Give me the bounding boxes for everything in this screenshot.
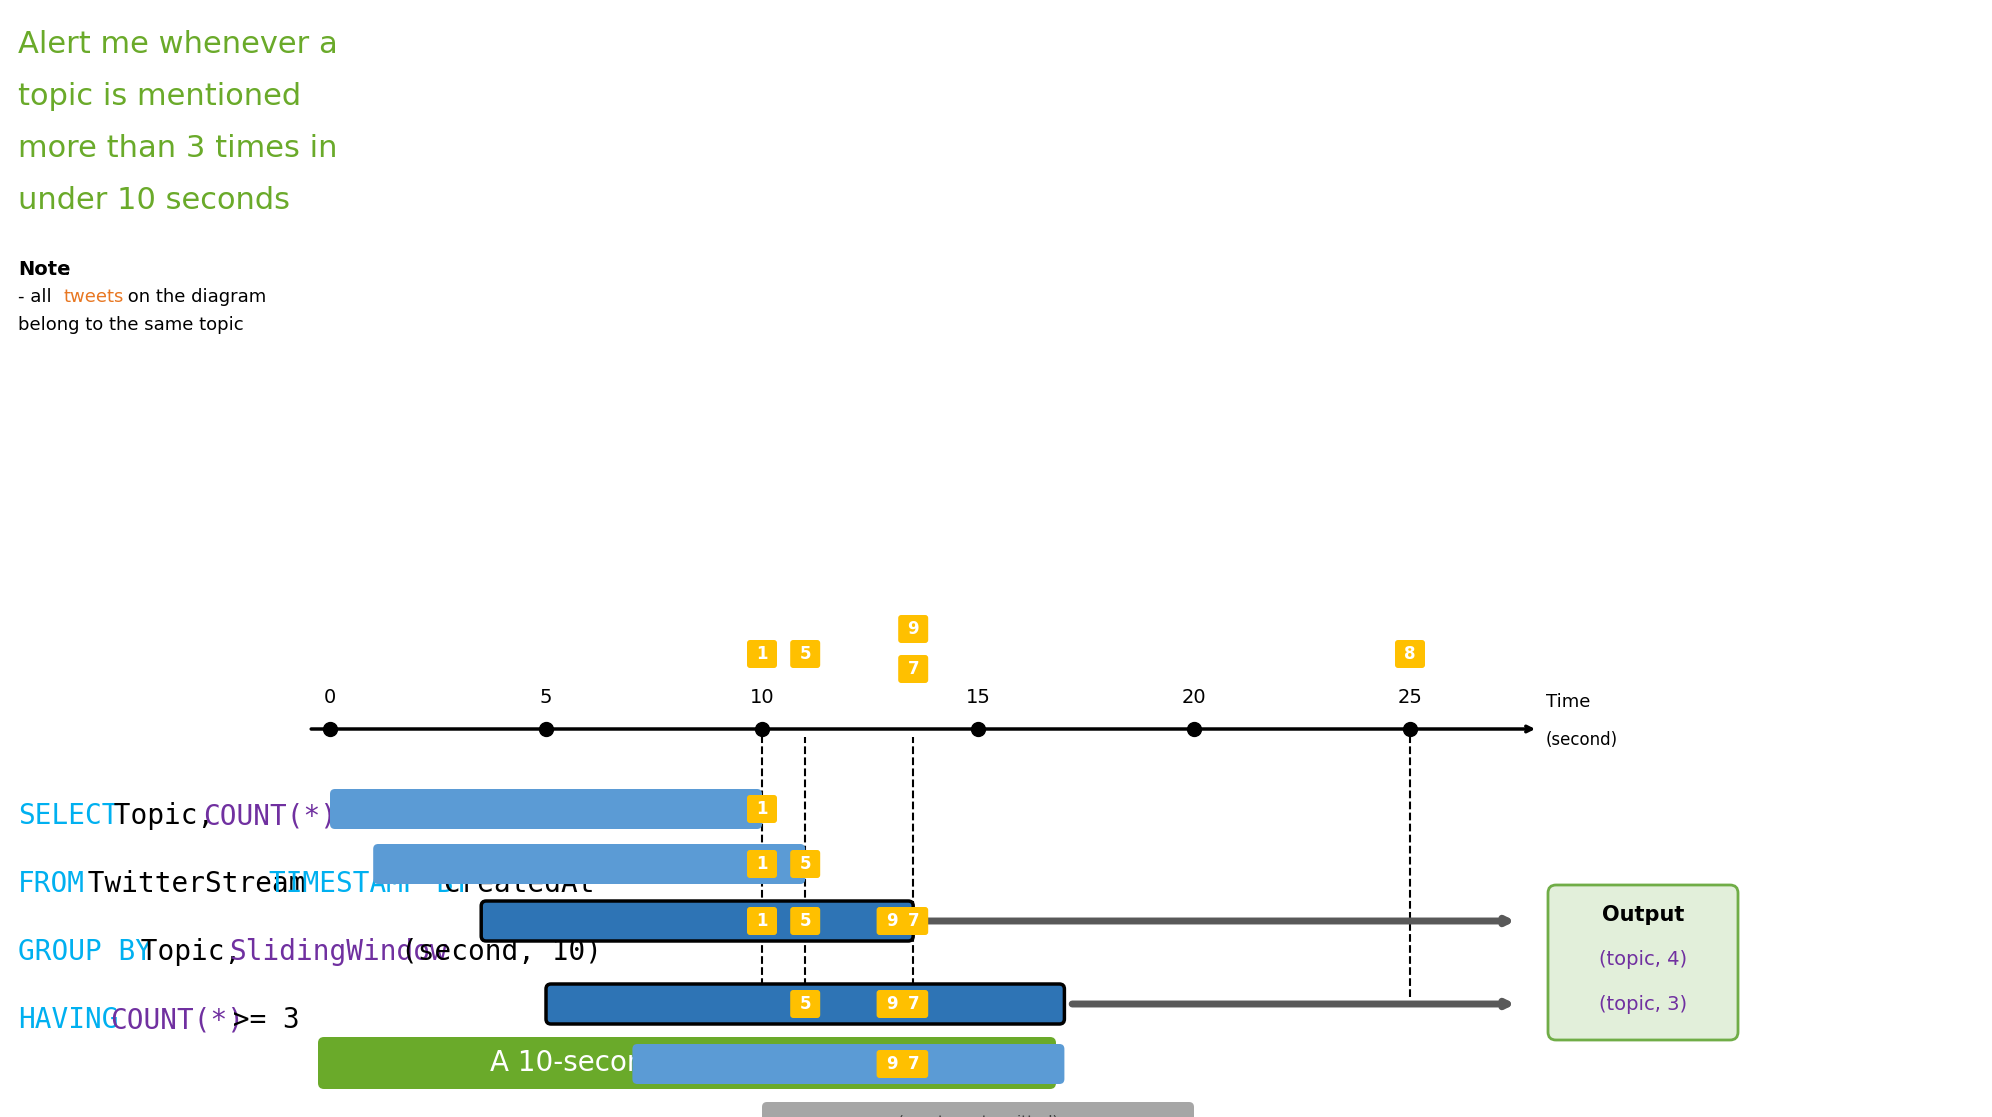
Text: belong to the same topic: belong to the same topic <box>18 316 243 334</box>
Text: Note: Note <box>18 260 70 279</box>
Text: A 10-second Sliding Window: A 10-second Sliding Window <box>490 1049 884 1077</box>
Text: (topic, 3): (topic, 3) <box>1600 995 1687 1014</box>
Text: :: : <box>64 260 70 279</box>
FancyBboxPatch shape <box>747 907 777 935</box>
FancyBboxPatch shape <box>546 984 1064 1024</box>
FancyBboxPatch shape <box>876 907 906 935</box>
FancyBboxPatch shape <box>763 1102 1193 1117</box>
Text: 25: 25 <box>1398 688 1422 707</box>
Text: 5: 5 <box>799 995 811 1013</box>
Text: Output: Output <box>1602 905 1683 925</box>
Text: Topic,: Topic, <box>98 802 231 830</box>
Text: on the diagram: on the diagram <box>122 288 267 306</box>
Text: more than 3 times in: more than 3 times in <box>18 134 337 163</box>
FancyBboxPatch shape <box>747 795 777 823</box>
Text: 10: 10 <box>749 688 775 707</box>
Text: 5: 5 <box>540 688 552 707</box>
Text: (empty, not emitted): (empty, not emitted) <box>898 1115 1058 1117</box>
Text: 5: 5 <box>799 911 811 930</box>
Text: COUNT(*): COUNT(*) <box>203 802 337 830</box>
Text: 7: 7 <box>908 911 918 930</box>
FancyBboxPatch shape <box>1548 885 1737 1040</box>
Text: 5: 5 <box>799 855 811 873</box>
Text: >= 3: >= 3 <box>215 1006 299 1034</box>
Text: under 10 seconds: under 10 seconds <box>18 187 291 214</box>
FancyBboxPatch shape <box>898 990 928 1018</box>
FancyBboxPatch shape <box>791 990 821 1018</box>
FancyBboxPatch shape <box>482 901 912 941</box>
FancyBboxPatch shape <box>791 850 821 878</box>
FancyBboxPatch shape <box>898 1050 928 1078</box>
Text: 0: 0 <box>325 688 337 707</box>
Text: 9: 9 <box>886 1054 898 1073</box>
Text: Topic,: Topic, <box>124 938 257 966</box>
FancyBboxPatch shape <box>331 789 763 829</box>
Text: COUNT(*): COUNT(*) <box>110 1006 245 1034</box>
FancyBboxPatch shape <box>791 907 821 935</box>
Text: 9: 9 <box>886 995 898 1013</box>
Text: SELECT: SELECT <box>18 802 118 830</box>
FancyBboxPatch shape <box>791 640 821 668</box>
Text: 9: 9 <box>886 911 898 930</box>
Text: topic is mentioned: topic is mentioned <box>18 82 301 111</box>
Text: HAVING: HAVING <box>18 1006 118 1034</box>
Text: 20: 20 <box>1181 688 1207 707</box>
FancyBboxPatch shape <box>898 907 928 935</box>
FancyBboxPatch shape <box>319 1037 1056 1089</box>
FancyBboxPatch shape <box>373 844 805 884</box>
FancyBboxPatch shape <box>898 615 928 643</box>
Text: 1: 1 <box>757 911 767 930</box>
Text: GROUP BY: GROUP BY <box>18 938 151 966</box>
Text: Time: Time <box>1546 693 1590 712</box>
Text: TwitterStream: TwitterStream <box>72 870 323 898</box>
Text: 8: 8 <box>1404 645 1416 663</box>
Text: 7: 7 <box>908 1054 918 1073</box>
Text: SlidingWindow: SlidingWindow <box>229 938 446 966</box>
FancyBboxPatch shape <box>747 640 777 668</box>
Text: (topic, 4): (topic, 4) <box>1600 949 1687 970</box>
FancyBboxPatch shape <box>747 850 777 878</box>
Text: (second, 10): (second, 10) <box>400 938 602 966</box>
Text: - all: - all <box>18 288 58 306</box>
Text: 1: 1 <box>757 800 767 818</box>
Text: FROM: FROM <box>18 870 86 898</box>
Text: (second): (second) <box>1546 731 1618 750</box>
Text: 7: 7 <box>908 995 918 1013</box>
Text: 1: 1 <box>757 855 767 873</box>
Text: TIMESTAMP BY: TIMESTAMP BY <box>269 870 470 898</box>
FancyBboxPatch shape <box>1394 640 1424 668</box>
Text: CreatedAt: CreatedAt <box>426 870 596 898</box>
FancyBboxPatch shape <box>898 655 928 682</box>
Text: tweets: tweets <box>64 288 124 306</box>
Text: 9: 9 <box>908 620 918 638</box>
Text: 7: 7 <box>908 660 918 678</box>
FancyBboxPatch shape <box>876 990 906 1018</box>
Text: 1: 1 <box>757 645 767 663</box>
Text: 5: 5 <box>799 645 811 663</box>
FancyBboxPatch shape <box>631 1044 1064 1083</box>
FancyBboxPatch shape <box>876 1050 906 1078</box>
Text: Alert me whenever a: Alert me whenever a <box>18 30 339 59</box>
Text: 15: 15 <box>966 688 990 707</box>
